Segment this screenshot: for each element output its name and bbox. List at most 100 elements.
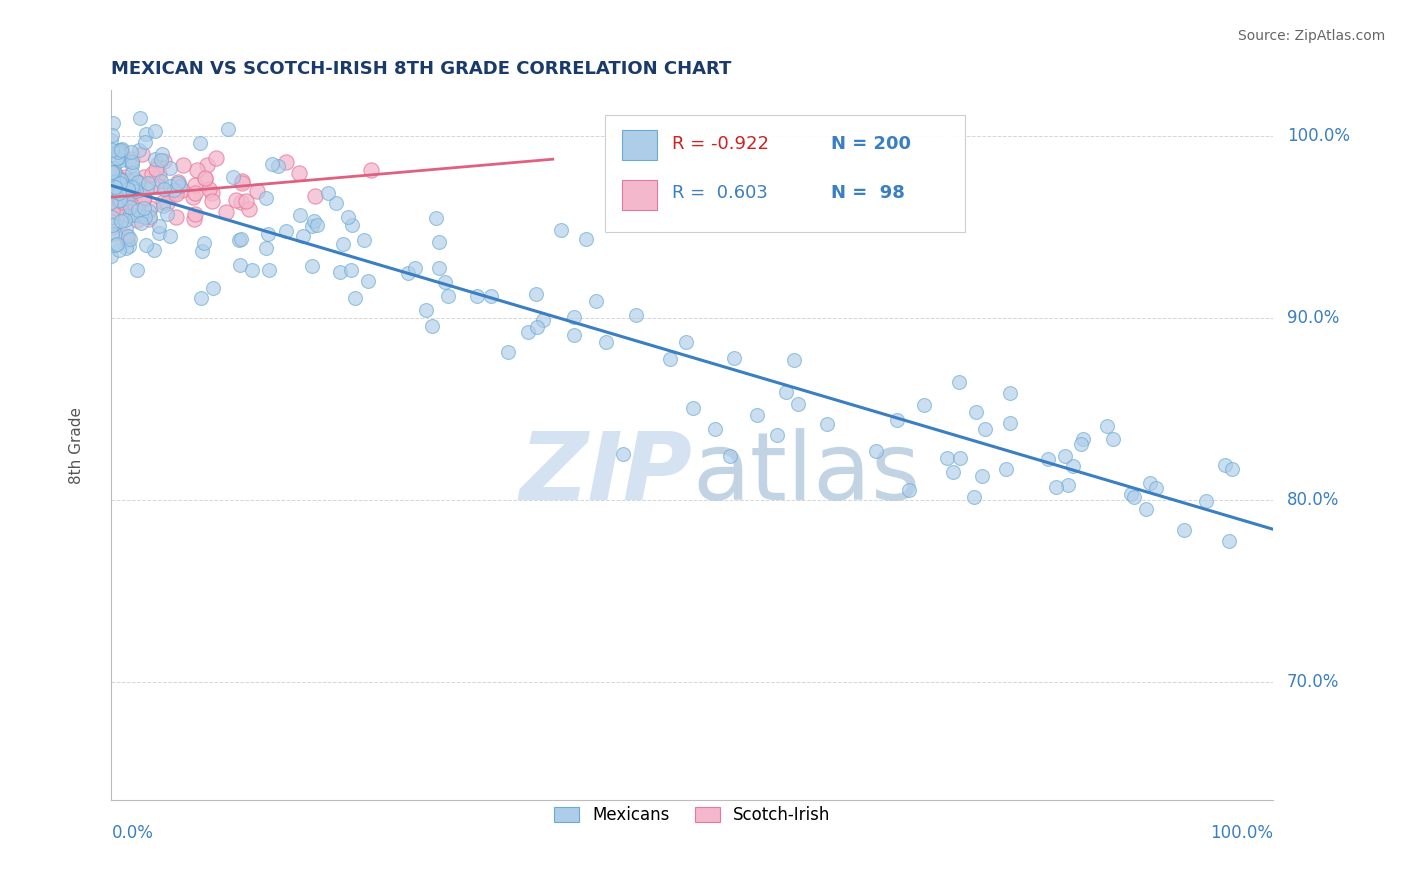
Point	[942, 466, 965, 480]
Point	[659, 351, 682, 366]
Point	[107, 186, 129, 200]
Point	[121, 155, 143, 169]
Point	[136, 182, 159, 196]
Point	[1045, 479, 1067, 493]
Point	[1123, 490, 1146, 504]
Point	[129, 216, 152, 230]
Point	[100, 165, 122, 179]
Point	[420, 319, 443, 334]
Point	[274, 154, 297, 169]
Point	[145, 171, 167, 186]
Point	[1139, 476, 1161, 491]
Point	[114, 182, 136, 196]
Point	[898, 483, 921, 497]
Point	[1057, 478, 1080, 492]
Point	[204, 151, 226, 165]
Point	[159, 179, 181, 194]
Point	[963, 491, 986, 505]
Point	[148, 227, 170, 241]
Point	[104, 167, 127, 181]
Point	[1101, 433, 1123, 447]
Point	[103, 164, 125, 178]
Point	[110, 153, 132, 168]
Point	[238, 202, 260, 216]
Point	[195, 158, 218, 172]
Point	[288, 208, 311, 222]
Point	[139, 202, 162, 216]
Point	[172, 183, 194, 197]
Point	[336, 210, 359, 224]
Point	[112, 207, 135, 221]
Point	[101, 218, 124, 232]
Point	[120, 145, 142, 160]
Point	[153, 182, 176, 196]
Point	[194, 171, 217, 186]
Point	[585, 293, 607, 308]
Point	[108, 172, 131, 186]
Point	[415, 302, 437, 317]
Point	[183, 212, 205, 227]
Text: ZIP: ZIP	[519, 428, 692, 520]
Point	[148, 219, 170, 233]
Point	[184, 178, 207, 192]
Point	[107, 151, 129, 165]
Point	[229, 232, 252, 246]
Point	[353, 233, 375, 247]
Point	[745, 408, 768, 422]
Point	[118, 239, 141, 253]
Point	[114, 229, 136, 244]
Text: R =  0.603: R = 0.603	[672, 185, 768, 202]
FancyBboxPatch shape	[623, 180, 657, 210]
Point	[108, 143, 131, 157]
Point	[111, 142, 134, 156]
Point	[167, 175, 190, 189]
Point	[110, 202, 132, 217]
Point	[127, 203, 149, 218]
Point	[103, 178, 125, 192]
Point	[127, 175, 149, 189]
Point	[156, 207, 179, 221]
Point	[100, 190, 122, 204]
Text: 90.0%: 90.0%	[1286, 309, 1339, 326]
Point	[121, 153, 143, 167]
Point	[1071, 432, 1094, 446]
Point	[948, 375, 970, 389]
Point	[129, 209, 152, 223]
Point	[325, 196, 347, 211]
Point	[103, 219, 125, 234]
Point	[562, 310, 585, 325]
Point	[108, 177, 131, 191]
Point	[108, 176, 131, 190]
Point	[149, 174, 172, 188]
Point	[152, 194, 174, 209]
Point	[524, 286, 547, 301]
Point	[936, 451, 959, 466]
Point	[343, 291, 366, 305]
Point	[115, 181, 138, 195]
Point	[172, 158, 194, 172]
Point	[148, 167, 170, 181]
Point	[159, 228, 181, 243]
Point	[1062, 458, 1084, 473]
Point	[100, 179, 122, 194]
Point	[101, 165, 124, 179]
Point	[595, 334, 617, 349]
Point	[166, 176, 188, 190]
Point	[103, 190, 125, 204]
FancyBboxPatch shape	[623, 130, 657, 160]
Point	[301, 259, 323, 273]
Text: 70.0%: 70.0%	[1286, 673, 1339, 691]
Text: N =  98: N = 98	[831, 185, 905, 202]
Point	[163, 186, 186, 200]
Point	[138, 203, 160, 218]
Point	[117, 229, 139, 244]
Point	[110, 214, 132, 228]
Point	[163, 183, 186, 197]
Point	[1144, 481, 1167, 495]
Point	[120, 232, 142, 246]
Point	[110, 178, 132, 192]
Point	[101, 179, 124, 194]
Point	[110, 172, 132, 186]
Point	[360, 163, 382, 178]
Point	[120, 184, 142, 198]
